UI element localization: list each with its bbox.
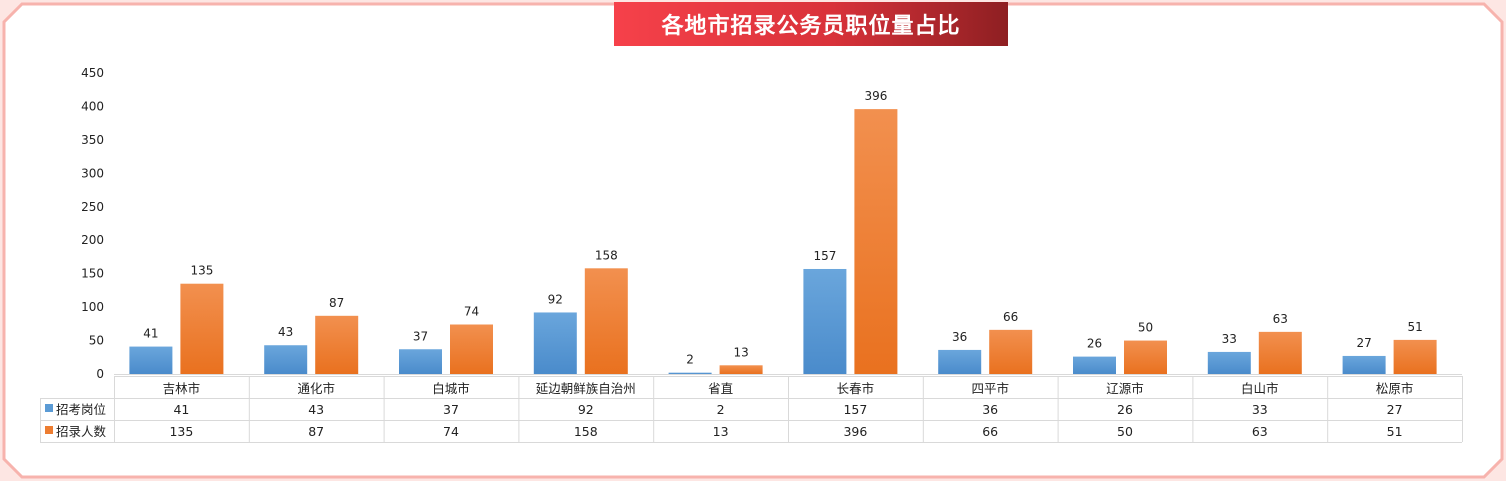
table-cell: 135: [169, 424, 193, 439]
bar-positions: [129, 346, 173, 374]
data-label: 157: [813, 249, 836, 263]
x-tick-label: 吉林市: [163, 381, 201, 396]
data-label: 66: [1003, 310, 1018, 324]
data-label: 41: [143, 327, 158, 341]
x-tick-label: 辽源市: [1106, 381, 1144, 396]
bar-positions: [668, 372, 712, 374]
table-cell: 87: [308, 424, 324, 439]
data-label: 2: [686, 353, 694, 367]
y-tick-label: 150: [81, 267, 104, 281]
table-cell: 396: [843, 424, 867, 439]
y-tick-label: 250: [81, 200, 104, 214]
bar-positions: [1207, 351, 1251, 374]
table-cell: 50: [1117, 424, 1133, 439]
table-cell: 26: [1117, 402, 1133, 417]
y-tick-label: 100: [81, 300, 104, 314]
data-label: 396: [864, 89, 887, 103]
chart-title: 各地市招录公务员职位量占比: [614, 2, 1008, 46]
data-label: 92: [548, 292, 563, 306]
data-label: 26: [1087, 337, 1102, 351]
x-tick-label: 省直: [708, 381, 733, 396]
table-cell: 37: [443, 402, 459, 417]
data-label: 135: [190, 264, 213, 278]
bar-recruits: [1258, 331, 1302, 374]
data-label: 87: [329, 296, 344, 310]
data-label: 50: [1138, 321, 1153, 335]
y-tick-label: 450: [81, 66, 104, 80]
table-cell: 2: [717, 402, 725, 417]
x-tick-label: 白城市: [432, 381, 470, 396]
bar-recruits: [854, 109, 898, 375]
bar-recruits: [719, 365, 763, 374]
bar-positions: [1073, 356, 1116, 374]
bar-recruits: [450, 324, 493, 374]
table-cell: 92: [578, 402, 594, 417]
data-label: 33: [1222, 332, 1237, 346]
bar-positions: [533, 312, 577, 374]
legend-label: 招录人数: [56, 424, 107, 439]
table-cell: 158: [574, 424, 598, 439]
bar-positions: [264, 345, 308, 374]
y-tick-label: 350: [81, 133, 104, 147]
legend-swatch: [45, 426, 53, 434]
data-label: 13: [733, 345, 748, 359]
data-label: 158: [595, 248, 618, 262]
x-tick-label: 长春市: [837, 381, 875, 396]
table-cell: 63: [1252, 424, 1268, 439]
x-tick-label: 通化市: [297, 381, 335, 396]
bar-recruits: [989, 329, 1033, 374]
table-cell: 36: [982, 402, 998, 417]
bar-recruits: [584, 268, 628, 374]
bar-positions: [803, 268, 847, 374]
y-tick-label: 0: [96, 367, 104, 381]
table-cell: 27: [1387, 402, 1403, 417]
x-tick-label: 延边朝鲜族自治州: [536, 381, 636, 396]
table-cell: 13: [713, 424, 729, 439]
bar-positions: [938, 349, 982, 374]
table-cell: 74: [443, 424, 459, 439]
data-label: 51: [1407, 320, 1422, 334]
bar-positions: [399, 349, 442, 374]
data-label: 43: [278, 325, 293, 339]
bar-recruits: [1393, 339, 1437, 374]
legend-swatch: [45, 404, 53, 412]
data-label: 63: [1273, 312, 1288, 326]
table-cell: 157: [843, 402, 867, 417]
table-cell: 51: [1387, 424, 1403, 439]
bar-recruits: [315, 315, 359, 374]
bar-recruits: [1124, 340, 1167, 374]
y-tick-label: 400: [81, 99, 104, 113]
data-label: 37: [413, 329, 428, 343]
y-tick-label: 50: [89, 334, 104, 348]
x-tick-label: 松原市: [1376, 381, 1414, 396]
data-label: 27: [1356, 336, 1371, 350]
bar-positions: [1342, 355, 1386, 374]
data-label: 74: [464, 305, 479, 319]
y-tick-label: 300: [81, 166, 104, 180]
data-label: 36: [952, 330, 967, 344]
table-cell: 33: [1252, 402, 1268, 417]
y-tick-label: 200: [81, 233, 104, 247]
legend-label: 招考岗位: [56, 402, 106, 417]
table-cell: 43: [308, 402, 324, 417]
table-cell: 41: [173, 402, 189, 417]
table-cell: 66: [982, 424, 998, 439]
x-tick-label: 白山市: [1241, 381, 1279, 396]
bar-recruits: [180, 283, 224, 374]
x-tick-label: 四平市: [971, 381, 1009, 396]
